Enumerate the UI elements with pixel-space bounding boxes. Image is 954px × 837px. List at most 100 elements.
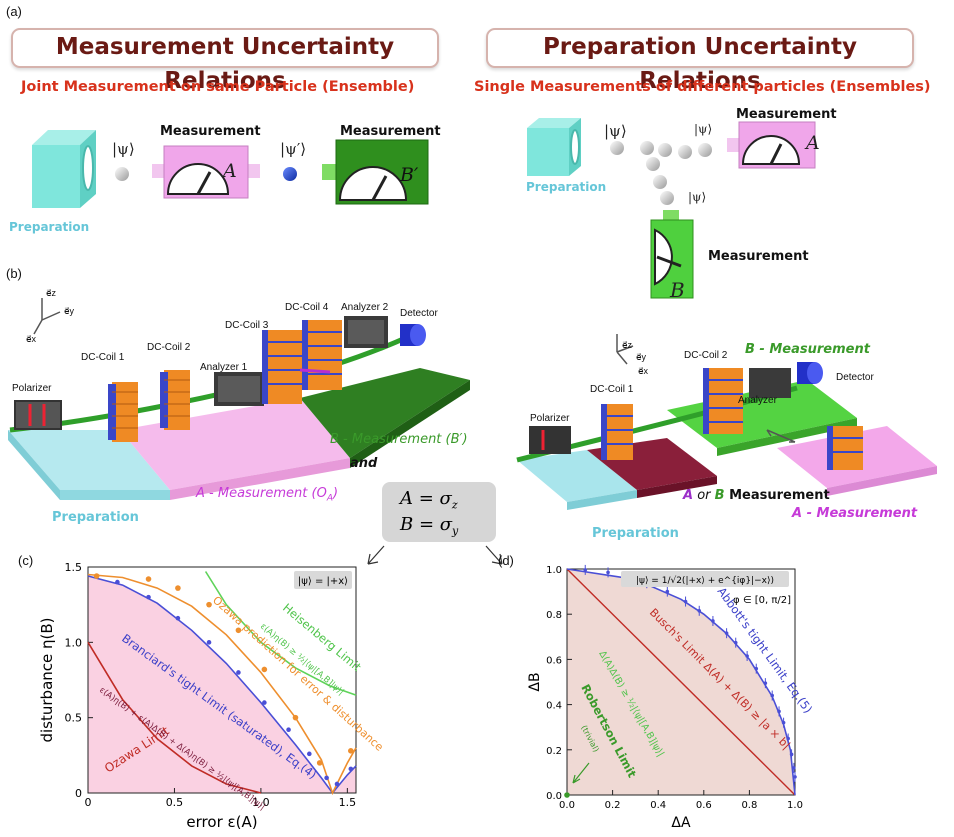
label-dc-coil-2-right: DC-Coil 2	[684, 350, 728, 361]
preparation-label-b-left: Preparation	[52, 510, 139, 525]
robertson-origin-point	[564, 792, 570, 798]
x-tick-label-c: 0.5	[166, 796, 184, 809]
y-tick-label-d: 0.2	[546, 746, 562, 757]
particle-ball-blue	[283, 167, 297, 181]
y-tick-label-d: 0.8	[546, 610, 562, 621]
preparation-cube-right	[527, 118, 581, 176]
x-axis-label-c: error ε(A)	[186, 813, 257, 831]
experimental-setup-right	[516, 334, 937, 510]
y-axis-label-d: ΔB	[527, 672, 543, 691]
particle-chain	[610, 141, 712, 205]
ket-psi-right-2: |ψ⟩	[694, 122, 713, 136]
abbott-data-point	[781, 720, 786, 725]
b-measurement-label-right: B - Measurement	[745, 342, 870, 357]
abbott-data-point	[606, 570, 610, 575]
x-tick-label-c: 0	[85, 796, 92, 809]
ozawa-prediction-data-point	[175, 585, 181, 591]
plot-frame-d	[566, 568, 796, 796]
coordinate-axes-right	[616, 334, 634, 365]
a-measurement-label-right: A - Measurement	[792, 506, 918, 521]
dc-coil-3	[262, 330, 302, 404]
axis-ez-right: e⃗z	[622, 340, 633, 350]
abbott-data-point	[754, 666, 759, 671]
y-tick-label-c: 1.5	[65, 561, 83, 574]
magenta-arrow	[299, 368, 331, 374]
state-label-box-c	[294, 571, 352, 589]
label-dc-coil-1-right: DC-Coil 1	[590, 384, 634, 395]
dc-coil-1-right	[601, 404, 633, 460]
preparation-label-b-right: Preparation	[592, 526, 679, 541]
measurement-label-right-b: Measurement	[708, 249, 809, 264]
plot-frame-c	[87, 566, 357, 794]
branciard-data-point	[175, 615, 181, 621]
abbott-data-point	[683, 599, 688, 604]
measurement-b-box	[322, 139, 429, 205]
operator-a: A = σz	[400, 488, 458, 512]
joint-measurement-diagram	[32, 130, 429, 208]
polarizer-left	[14, 400, 62, 430]
abbott-data-point	[770, 693, 774, 698]
ozawa-prediction-data-point	[261, 666, 268, 673]
axis-ex-left: e⃗x	[26, 334, 37, 344]
panel-label-d: (d)	[498, 553, 514, 568]
operator-b-sub: y	[452, 524, 459, 538]
robertson-arrow	[572, 762, 590, 784]
branciard-data-point	[334, 781, 340, 787]
operator-arrows	[367, 545, 503, 565]
y-tick-label-c: 0	[75, 787, 82, 800]
shaded-region-c	[88, 576, 356, 793]
abbott-data-point	[745, 654, 749, 658]
operator-b-text: B = σ	[400, 514, 453, 535]
ozawa-prediction-data-point	[348, 748, 354, 754]
a-measurement-label-left: A - Measurement (OA)	[196, 486, 338, 504]
coordinate-axes-left	[33, 298, 61, 335]
operator-definition-box: A = σz B = σy	[382, 482, 496, 542]
label-analyzer-right: Analyzer	[738, 395, 777, 406]
branciard-data-point	[115, 579, 120, 585]
branciard-limit-curve	[87, 575, 357, 795]
x-tick-label-c: 1.0	[252, 796, 270, 809]
panel-label-b: (b)	[6, 266, 22, 281]
abbott-data-point	[789, 752, 794, 757]
a-measurement-label-sub: A	[326, 493, 333, 504]
branciard-data-point	[146, 594, 151, 600]
dc-coil-1-left	[108, 382, 138, 442]
detector-right	[797, 362, 823, 384]
phi-range-label: φ ∈ [0, π/2]	[733, 595, 791, 606]
abbott-data-point	[763, 681, 768, 685]
a-or-b-or: or	[693, 488, 715, 503]
branciard-data-point	[324, 775, 329, 781]
meter-b-right: B	[670, 278, 685, 302]
abbott-data-point	[697, 609, 702, 613]
experimental-setup-left	[8, 298, 470, 500]
y-axis-label-c: disturbance η(B)	[38, 617, 56, 742]
branciard-data-point	[307, 751, 312, 757]
a-or-b-b: B	[714, 488, 725, 503]
ozawa-prediction-data-point	[316, 760, 323, 766]
axis-ex-right: e⃗x	[638, 366, 649, 376]
label-polarizer-left: Polarizer	[12, 383, 52, 394]
operator-b: B = σy	[400, 514, 458, 538]
meter-b-prime-label: B′	[400, 164, 419, 186]
preparation-label-a-left: Preparation	[9, 220, 90, 234]
label-dc-coil-3: DC-Coil 3	[225, 320, 269, 331]
x-tick-label-d: 0.8	[741, 800, 757, 811]
dc-coil-4	[302, 320, 342, 390]
state-label-d: |ψ⟩ = 1/√2(|+x⟩ + e^{iφ}|−x⟩)	[636, 575, 774, 586]
y-tick-label-c: 1.0	[65, 636, 83, 649]
ozawa-prediction-data-point	[93, 573, 100, 579]
polarizer-right	[529, 426, 571, 454]
axis-ey-right: e⃗y	[636, 352, 647, 362]
ket-psi-prime: |ψ′⟩	[280, 140, 307, 158]
branciard-data-point	[236, 670, 241, 675]
y-tick-label-d: 0.4	[546, 701, 562, 712]
ozawa-prediction-data-point	[292, 714, 299, 721]
axis-ez-left: e⃗z	[46, 288, 57, 298]
dc-coil-2-left	[160, 370, 190, 430]
joint-measurement-subtitle: Joint Measurement on same Particle (Ense…	[21, 79, 415, 95]
meter-a-right: A	[806, 132, 820, 154]
preparation-title: Preparation Uncertainty Relations	[486, 28, 914, 94]
particle-ball	[115, 167, 129, 181]
dc-coil-2-right	[703, 368, 743, 434]
a-or-b-rest: Measurement	[724, 488, 830, 503]
